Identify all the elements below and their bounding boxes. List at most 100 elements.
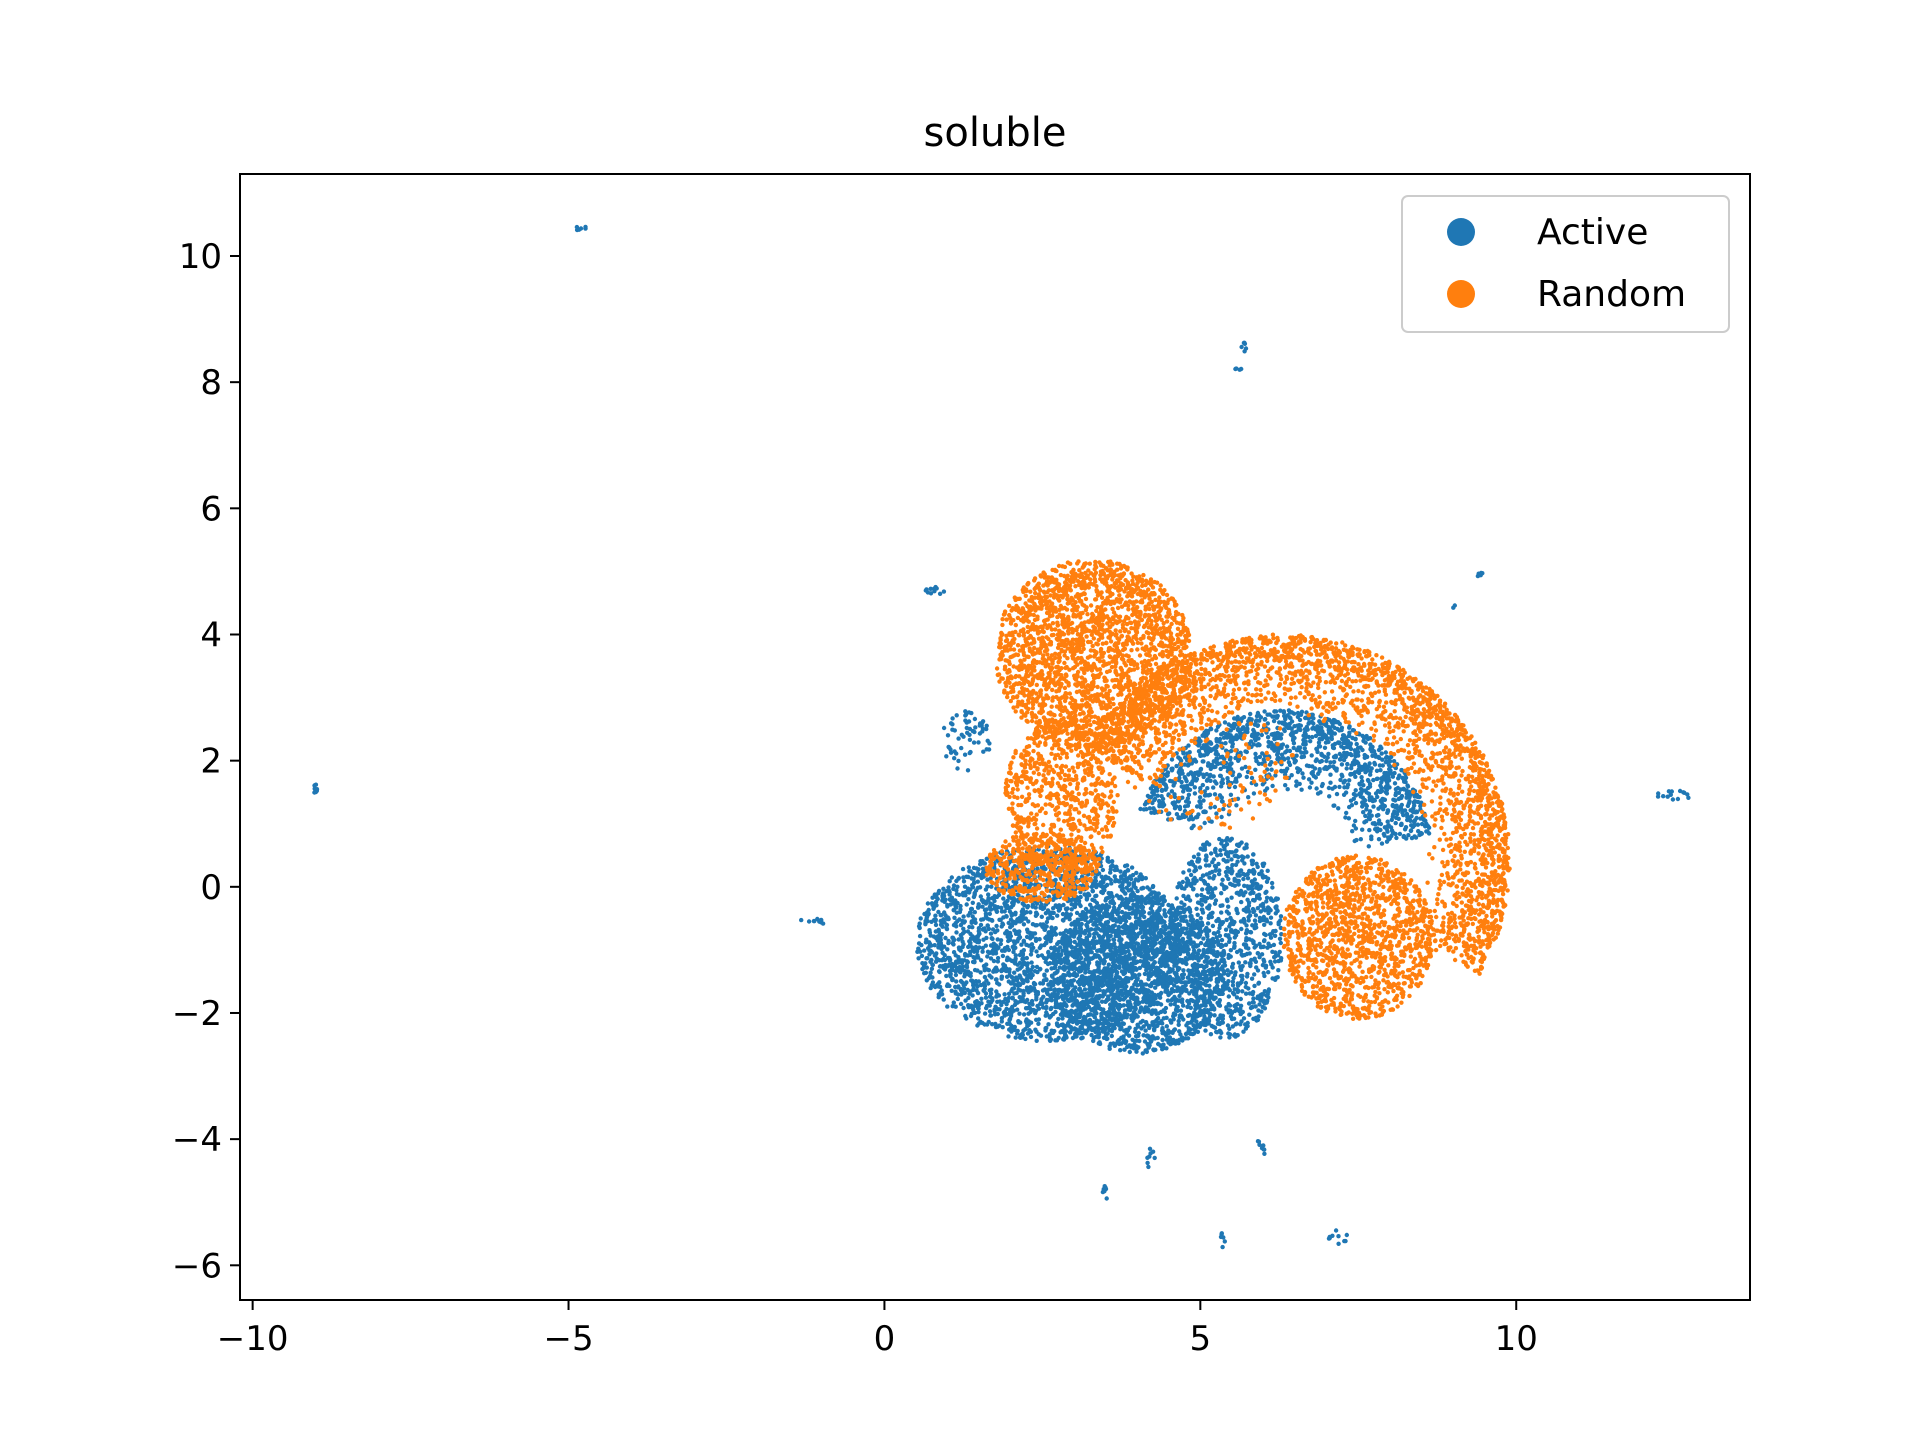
series-active-point [1161, 924, 1166, 929]
series-active-point [1083, 999, 1089, 1004]
series-active-point [945, 982, 950, 987]
series-active-point [1203, 989, 1209, 994]
series-active-point [934, 895, 939, 900]
series-active-point [1111, 1007, 1117, 1012]
series-active-point [966, 897, 971, 902]
series-active [312, 224, 1691, 1250]
series-active-point [1273, 905, 1278, 910]
series-active-point [1258, 884, 1264, 889]
series-active-point [1172, 1027, 1178, 1032]
series-active-point [986, 981, 991, 986]
series-active-point [922, 948, 927, 953]
series-active-point [1092, 1015, 1098, 1020]
series-active-point [930, 962, 935, 967]
series-active-point [1166, 1040, 1171, 1045]
series-active-point [975, 1006, 981, 1011]
series-active-point [1015, 1007, 1020, 1012]
series-active-point [1273, 950, 1278, 955]
series-active-point [1017, 960, 1023, 965]
series-active-point [1196, 852, 1201, 857]
series-active-point [964, 1016, 969, 1021]
series-active-point [1134, 1038, 1140, 1043]
series-active-point [1275, 908, 1280, 914]
series-active-point [1030, 922, 1036, 927]
series-active-point [1091, 1038, 1096, 1044]
series-active-point [982, 1022, 987, 1027]
series-active-point [1053, 960, 1058, 966]
series-active-point [1257, 1002, 1262, 1007]
series-active-point [1159, 939, 1165, 944]
series-active-point [1116, 995, 1122, 1001]
series-active-point [1055, 941, 1060, 947]
series-active-point [989, 917, 994, 923]
series-active-point [1173, 913, 1179, 918]
series-active-point [1000, 953, 1006, 959]
series-active-point [1100, 890, 1106, 896]
series-active-point [1061, 972, 1066, 978]
series-active-point [1034, 1038, 1039, 1044]
series-active-point [927, 930, 933, 935]
series-active-point [1260, 917, 1265, 923]
series-active-point [1174, 896, 1179, 901]
series-active-point [1096, 926, 1101, 931]
series-active-point [1232, 876, 1237, 882]
series-active-point [1024, 955, 1030, 961]
series-active-point [1175, 985, 1180, 990]
series-active-point [1105, 913, 1110, 919]
series-active-point [969, 920, 974, 925]
series-active-point [1194, 1019, 1199, 1024]
series-active-point [1083, 1015, 1088, 1020]
series-active-point [956, 937, 961, 942]
series-active-point [1021, 1028, 1026, 1033]
series-active-point [1015, 917, 1020, 922]
series-active-point [947, 892, 952, 897]
series-active-point [1143, 1028, 1148, 1033]
series-active-point [1009, 988, 1014, 994]
series-active-point [997, 982, 1002, 987]
series-active-point [1185, 878, 1191, 883]
series-active-point [975, 885, 981, 890]
series-active-point [1234, 1021, 1239, 1026]
series-active-point [1245, 876, 1251, 881]
series-active-point [930, 895, 935, 900]
series-active-point [1146, 917, 1151, 923]
series-active-point [1074, 1029, 1079, 1035]
series-active-point [1109, 1022, 1115, 1027]
series-active-point [982, 1011, 988, 1016]
series-active-point [1123, 1040, 1128, 1046]
series-active-point [1044, 934, 1050, 939]
series-active-point [994, 977, 999, 982]
series-active-point [1113, 877, 1118, 882]
series-active-point [1028, 1034, 1034, 1040]
series-active-point [1060, 994, 1066, 999]
series-active-point [1100, 904, 1106, 909]
series-active-point [1219, 891, 1224, 896]
series-active-point [968, 989, 973, 994]
series-active-point [1015, 1000, 1020, 1005]
series-active-point [1201, 965, 1207, 970]
series-active-point [962, 951, 968, 957]
series-active-point [1058, 1030, 1063, 1035]
series-active-point [1246, 886, 1251, 891]
series-active-point [1276, 922, 1281, 927]
series-active-point [1051, 906, 1056, 911]
series-active-point [983, 995, 989, 1000]
series-active-point [1039, 914, 1045, 919]
series-active-point [1209, 869, 1215, 875]
series-active-point [1075, 1003, 1080, 1008]
series-active-point [1208, 911, 1213, 916]
series-active-point [1241, 907, 1247, 913]
series-active-point [1009, 913, 1014, 918]
series-active-point [1156, 993, 1162, 998]
series-active-point [1065, 991, 1070, 996]
series-active-point [1165, 998, 1171, 1003]
series-active-point [1201, 971, 1206, 977]
series-active-point [1261, 944, 1266, 949]
series-active-point [1183, 961, 1189, 966]
series-active-point [1080, 1022, 1085, 1027]
series-active-point [1079, 989, 1084, 994]
series-active-point [1278, 914, 1284, 919]
series-active-point [1151, 911, 1156, 917]
series-active-point [923, 940, 929, 945]
series-active-point [984, 935, 989, 941]
